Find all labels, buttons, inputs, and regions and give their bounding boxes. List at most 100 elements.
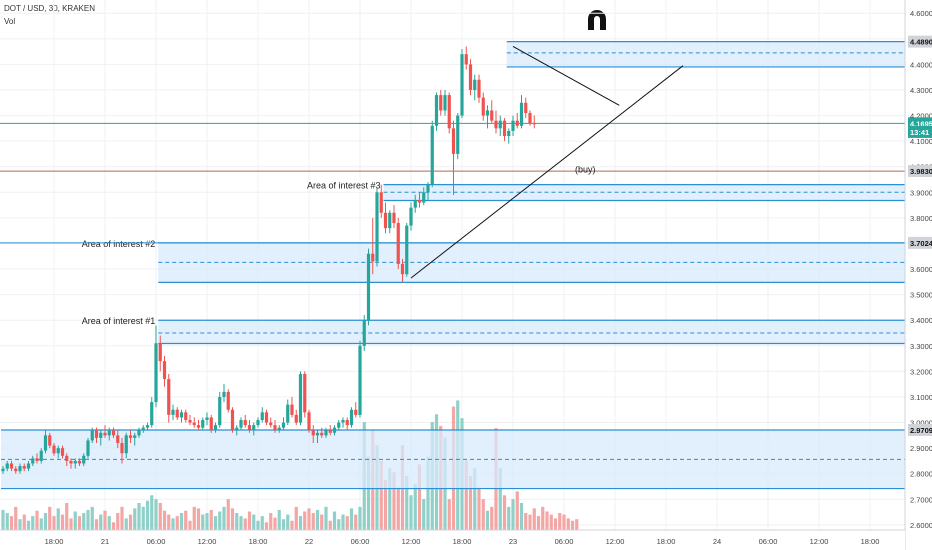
volume-bar bbox=[31, 516, 35, 530]
candle-body bbox=[307, 412, 311, 431]
volume-bar bbox=[150, 495, 154, 530]
x-tick-label: 22 bbox=[305, 537, 313, 546]
candle-body bbox=[277, 427, 281, 431]
candle bbox=[298, 371, 303, 426]
volume-bar bbox=[65, 503, 69, 530]
candle bbox=[434, 92, 439, 131]
volume-bar bbox=[337, 519, 341, 530]
candle bbox=[111, 427, 116, 438]
candle-body bbox=[120, 443, 124, 454]
candle-body bbox=[405, 225, 409, 275]
candle bbox=[507, 128, 511, 144]
candle-body bbox=[179, 412, 184, 418]
volume-bar bbox=[239, 516, 243, 530]
candle bbox=[409, 202, 413, 231]
zone-label: Area of interest #1 bbox=[82, 316, 156, 326]
volume-bar bbox=[99, 514, 103, 530]
volume-bar bbox=[354, 514, 358, 530]
volume-bar bbox=[14, 506, 18, 530]
volume-bar bbox=[417, 464, 422, 530]
candle bbox=[124, 432, 128, 459]
candle-body bbox=[473, 79, 477, 90]
x-tick-label: 06:00 bbox=[759, 537, 778, 546]
volume-bar bbox=[519, 503, 524, 530]
price-badge-bg bbox=[908, 423, 932, 436]
symbol-title: DOT / USD, 30, KRAKEN bbox=[4, 4, 95, 13]
candle bbox=[31, 455, 35, 467]
candle bbox=[77, 458, 82, 467]
candle bbox=[286, 399, 290, 426]
candle bbox=[332, 425, 337, 436]
candle bbox=[494, 110, 498, 134]
candle-body bbox=[439, 95, 443, 111]
volume-bar bbox=[26, 520, 31, 530]
candle bbox=[468, 59, 473, 96]
price-badge: 3.9830 bbox=[908, 165, 932, 178]
candle-body bbox=[371, 253, 375, 262]
candle bbox=[201, 417, 205, 431]
volume-bar bbox=[273, 517, 277, 530]
candle-body bbox=[175, 409, 179, 418]
candle bbox=[281, 417, 286, 431]
candle-body bbox=[311, 430, 315, 436]
volume-bar bbox=[230, 508, 235, 530]
candle bbox=[405, 223, 409, 277]
candle-body bbox=[481, 97, 485, 116]
price-badge-label: 13:41 bbox=[910, 128, 929, 137]
volume-bar bbox=[558, 513, 562, 530]
candle-body bbox=[222, 391, 226, 397]
candle-body bbox=[137, 430, 141, 436]
candle-body bbox=[281, 422, 286, 428]
trendline bbox=[512, 46, 620, 106]
volume-bar bbox=[477, 487, 481, 530]
volume-bar bbox=[222, 506, 226, 530]
volume-bar bbox=[388, 468, 392, 530]
candle-body bbox=[502, 120, 507, 137]
candle-body bbox=[507, 130, 511, 137]
zones: Area of interest #3 Area of interest #2 Ar… bbox=[1, 41, 905, 490]
volume-bar bbox=[35, 510, 39, 530]
volume-bar bbox=[56, 508, 60, 530]
volume-bar bbox=[154, 499, 158, 530]
price-badge-bg bbox=[908, 125, 932, 138]
candle bbox=[362, 315, 366, 351]
volume-bar bbox=[366, 456, 371, 530]
candle-body bbox=[31, 458, 35, 464]
volume-bar bbox=[52, 516, 56, 530]
candle bbox=[303, 371, 307, 418]
y-tick-label: 3.2000 bbox=[910, 367, 932, 376]
candle bbox=[315, 430, 320, 444]
candle bbox=[341, 417, 345, 428]
candle bbox=[14, 466, 18, 474]
candle bbox=[337, 419, 341, 431]
candle-body bbox=[324, 430, 328, 436]
y-tick-label: 3.5000 bbox=[910, 291, 932, 300]
candle-body bbox=[417, 199, 422, 203]
candle bbox=[120, 437, 124, 464]
candle-body bbox=[205, 417, 209, 420]
candle-body bbox=[354, 409, 358, 415]
candle-body bbox=[498, 120, 502, 129]
volume-bar bbox=[256, 520, 260, 530]
candle-body bbox=[294, 414, 298, 423]
volume-bar bbox=[188, 520, 192, 530]
volume-bar bbox=[94, 519, 99, 530]
volume-bar bbox=[167, 514, 171, 530]
volume-bar bbox=[260, 516, 264, 530]
candle bbox=[532, 115, 536, 129]
candle-body bbox=[192, 422, 196, 426]
volume-bar bbox=[468, 476, 473, 530]
candle bbox=[388, 210, 392, 234]
candle-body bbox=[154, 343, 158, 403]
volume-bar bbox=[392, 472, 396, 530]
candle-body bbox=[468, 64, 473, 90]
y-tick-label: 3.1000 bbox=[910, 393, 932, 402]
volume-bar bbox=[171, 518, 175, 530]
candle-body bbox=[162, 361, 167, 380]
volume-bar bbox=[303, 511, 307, 530]
candle bbox=[528, 110, 532, 126]
volume-bar bbox=[209, 509, 213, 530]
volume-bar bbox=[86, 509, 90, 530]
candle-body bbox=[77, 460, 82, 464]
